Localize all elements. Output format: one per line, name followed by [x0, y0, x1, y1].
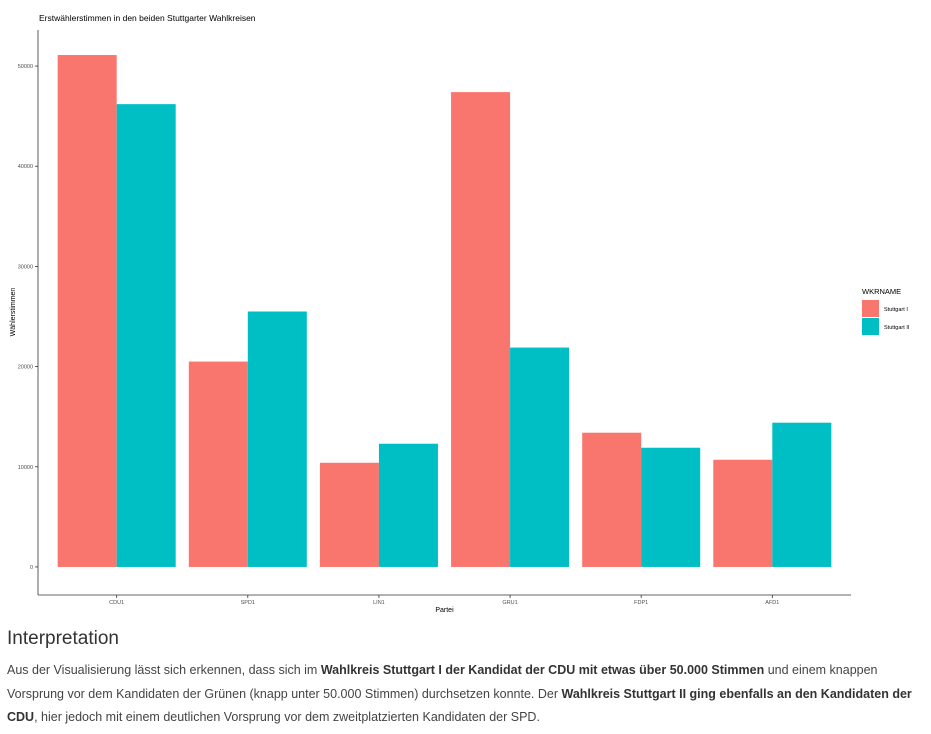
bold-text-1: Wahlkreis Stuttgart I der Kandidat der C…	[320, 663, 765, 677]
bar-lin1-stuttgart-i	[319, 462, 379, 567]
x-tick-label: FDP1	[634, 600, 648, 606]
bar-afd1-stuttgart-i	[713, 459, 773, 567]
y-tick-label: 0	[30, 565, 33, 571]
x-tick-label: CDU1	[109, 600, 124, 606]
bar-fdp1-stuttgart-i	[582, 432, 642, 567]
bar-cdu1-stuttgart-i	[57, 55, 117, 567]
legend-swatch	[862, 318, 879, 335]
y-tick-label: 40000	[18, 164, 33, 170]
x-tick-label: GRU1	[502, 600, 517, 606]
y-tick-label: 30000	[18, 264, 33, 270]
bar-gru1-stuttgart-ii	[510, 347, 570, 567]
text-part-1: Aus der Visualisierung lässt sich erkenn…	[7, 663, 321, 677]
text-part-3: , hier jedoch mit einem deutlichen Vorsp…	[34, 710, 540, 724]
x-tick-label: LIN1	[373, 600, 385, 606]
x-tick-label: AFD1	[765, 600, 779, 606]
x-tick-label: SPD1	[241, 600, 255, 606]
bar-spd1-stuttgart-i	[188, 361, 248, 567]
bar-afd1-stuttgart-ii	[772, 422, 832, 567]
y-tick-label: 10000	[18, 465, 33, 471]
interpretation-section: Interpretation Aus der Visualisierung lä…	[7, 626, 922, 730]
bar-lin1-stuttgart-ii	[378, 443, 438, 567]
y-tick-label: 20000	[18, 365, 33, 371]
bar-cdu1-stuttgart-ii	[116, 104, 176, 567]
interpretation-paragraph: Aus der Visualisierung lässt sich erkenn…	[7, 659, 922, 730]
bar-fdp1-stuttgart-ii	[641, 447, 701, 567]
y-axis-title: Wählerstimmen	[10, 288, 17, 337]
x-axis-title: Partei	[435, 607, 454, 614]
legend-label: Stuttgart I	[884, 307, 908, 313]
legend-items: Stuttgart I Stuttgart II	[862, 300, 910, 335]
legend: WKRNAME Stuttgart I Stuttgart II	[862, 287, 910, 335]
text-part-2: und einem knappen Vorsprung vor dem Kand…	[7, 663, 878, 701]
bar-spd1-stuttgart-ii	[247, 311, 307, 567]
section-heading: Interpretation	[7, 628, 119, 649]
chart-title: Erstwählerstimmen in den beiden Stuttgar…	[39, 13, 256, 23]
bold-text-2: Wahlkreis Stuttgart II ging ebenfalls an…	[7, 686, 912, 725]
legend-label: Stuttgart II	[884, 325, 910, 331]
y-axis-ticks: 0 10000 20000 30000 40000 50000	[18, 64, 38, 571]
x-axis-ticks: CDU1 SPD1 LIN1 GRU1 FDP1 AFD1	[109, 595, 779, 606]
bars-layer	[57, 55, 832, 567]
bar-chart: Erstwählerstimmen in den beiden Stuttgar…	[10, 13, 910, 614]
legend-swatch	[862, 300, 879, 317]
bar-gru1-stuttgart-i	[451, 92, 511, 567]
y-tick-label: 50000	[18, 64, 33, 70]
legend-title: WKRNAME	[862, 287, 901, 296]
